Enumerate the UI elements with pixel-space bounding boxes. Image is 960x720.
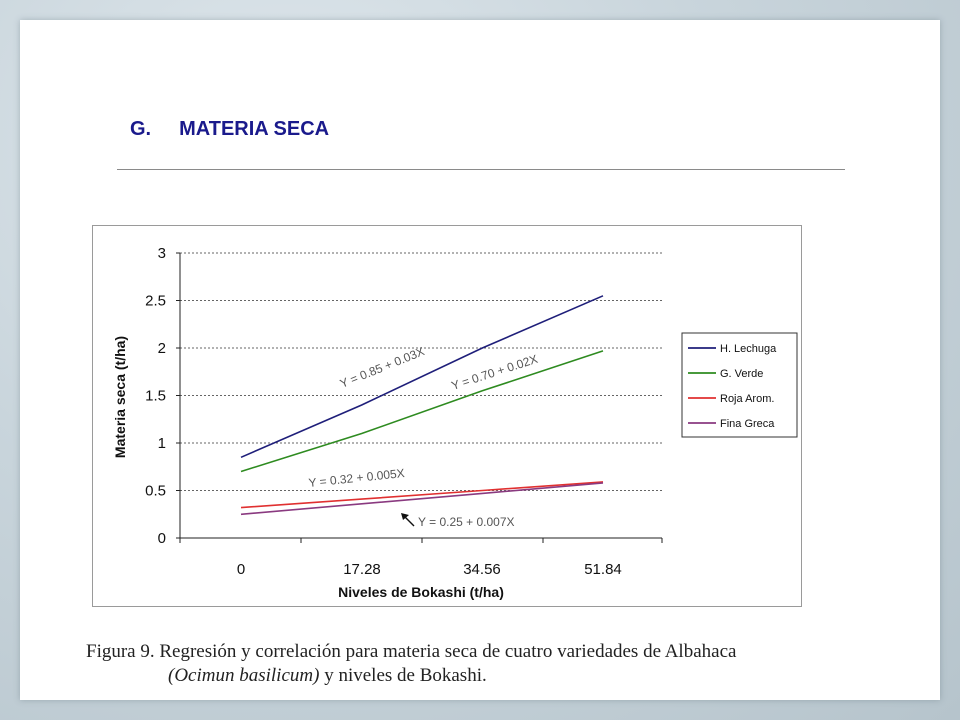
caption-line-1: Figura 9. Regresión y correlación para m…: [86, 641, 737, 662]
legend-box: [681, 332, 798, 438]
series-line-4: [240, 482, 604, 516]
legend-entry-3: Roja Arom.: [720, 393, 774, 405]
regression-label-3: Y = 0.32 + 0.005X: [308, 466, 405, 490]
x-tick-label: 0: [237, 561, 245, 578]
y-tick-label: 1.5: [145, 388, 166, 405]
section-title: MATERIA SECA: [179, 118, 330, 140]
series-line-1: [240, 295, 604, 459]
heading-divider: [117, 169, 845, 170]
caption-species: (Ocimun basilicum): [168, 665, 320, 686]
section-heading: G. MATERIA SECA: [130, 118, 329, 141]
regression-label-1: Y = 0.85 + 0.03X: [338, 344, 427, 391]
y-tick-label: 1: [158, 435, 166, 452]
y-tick-label: 0.5: [145, 483, 166, 500]
y-tick-label: 2: [158, 340, 166, 357]
x-tick-label: 51.84: [584, 561, 622, 578]
figure-caption: Figura 9. Regresión y correlación para m…: [86, 640, 816, 688]
annotation-arrowhead: [401, 513, 409, 520]
regression-label-4: Y = 0.25 + 0.007X: [418, 515, 515, 529]
x-tick-label: 17.28: [343, 561, 381, 578]
y-tick-label: 2.5: [145, 293, 166, 310]
legend-entry-2: G. Verde: [720, 368, 763, 380]
legend-entry-4: Fina Greca: [720, 418, 775, 430]
legend-entry-1: H. Lechuga: [720, 343, 777, 355]
section-letter: G.: [130, 118, 152, 140]
series-line-3: [240, 481, 604, 509]
x-axis-title: Niveles de Bokashi (t/ha): [338, 584, 504, 600]
caption-line-2-text: y niveles de Bokashi.: [319, 665, 487, 686]
y-tick-label: 3: [158, 245, 166, 262]
y-tick-label: 0: [158, 530, 166, 547]
y-axis-title: Materia seca (t/ha): [112, 336, 128, 458]
caption-line-2: (Ocimun basilicum) y niveles de Bokashi.: [86, 664, 816, 688]
series-line-2: [240, 350, 604, 473]
x-tick-label: 34.56: [463, 561, 501, 578]
